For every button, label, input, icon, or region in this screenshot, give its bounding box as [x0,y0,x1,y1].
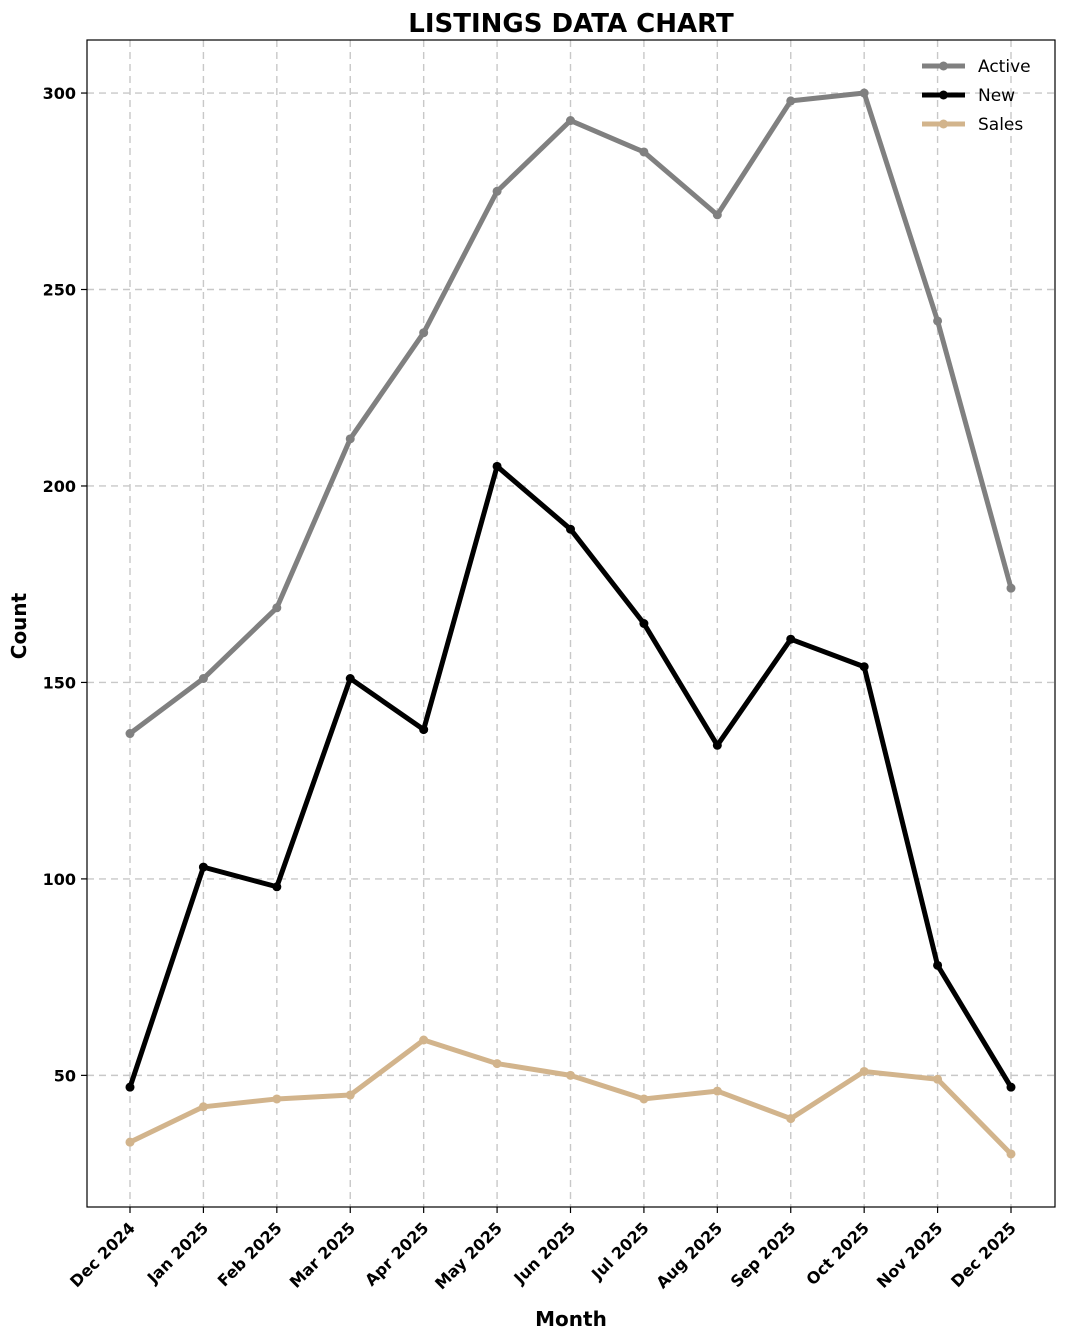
x-tick-label: Dec 2024 [66,1218,139,1291]
plot-frame [86,39,1056,1208]
data-point-sales [345,1090,355,1100]
data-point-new [712,740,722,750]
x-tick-label: Dec 2025 [947,1218,1020,1291]
data-point-active [859,88,869,98]
data-point-new [859,662,869,672]
data-point-active [786,96,796,106]
x-tick-label: Jul 2025 [587,1218,653,1284]
data-point-active [419,328,429,338]
data-point-active [712,210,722,220]
data-point-sales [1006,1149,1016,1159]
legend-item-sales: Sales [922,115,1023,135]
data-point-active [272,603,282,613]
x-tick-label: May 2025 [431,1218,506,1293]
chart-title: LISTINGS DATA CHART [408,9,734,39]
data-point-new [1006,1082,1016,1092]
data-point-new [786,634,796,644]
data-point-active [198,674,208,684]
y-tick-label: 50 [54,1066,76,1085]
data-point-new [125,1082,135,1092]
legend-marker [939,61,948,71]
data-point-active [566,116,575,126]
data-point-new [492,461,502,471]
x-tick-label: Nov 2025 [873,1218,946,1291]
data-point-active [1006,583,1016,593]
series-layer [125,88,1016,1159]
data-point-active [933,316,943,326]
data-point-sales [272,1094,282,1104]
x-tick-label: Apr 2025 [361,1218,432,1289]
y-tick-label: 250 [43,281,76,300]
y-tick-label: 200 [43,477,76,496]
y-tick-label: 150 [43,673,76,692]
x-tick-label: Sep 2025 [727,1218,800,1291]
x-tick-label: Aug 2025 [652,1218,726,1292]
y-axis: 50 100 150 200 250 300 [43,84,87,1085]
y-tick-label: 300 [43,84,76,103]
legend-item-active: Active [922,57,1031,77]
data-point-sales [712,1086,722,1096]
data-point-active [492,186,502,196]
x-axis-label: Month [535,1307,607,1331]
x-tick-label: Mar 2025 [286,1218,359,1291]
x-tick-label: Jan 2025 [143,1218,212,1287]
data-point-active [345,434,355,444]
data-point-sales [639,1094,649,1104]
grid-lines [87,40,1055,1207]
x-tick-label: Oct 2025 [802,1218,873,1289]
legend: Active New Sales [922,57,1031,135]
data-point-sales [786,1114,796,1124]
y-tick-label: 100 [43,870,76,889]
data-point-sales [859,1066,869,1076]
data-point-sales [492,1059,502,1069]
data-point-new [272,882,282,892]
legend-marker [939,90,948,100]
x-tick-label: Feb 2025 [214,1218,286,1290]
x-axis: Dec 2024 Jan 2025 Feb 2025 Mar 2025 Apr 2025… [66,1207,1020,1293]
data-point-sales [419,1035,429,1045]
data-point-new [419,725,429,735]
data-point-new [566,524,575,534]
legend-item-new: New [922,86,1015,106]
legend-label: New [978,86,1015,106]
y-axis-label: Count [7,592,31,659]
x-tick-label: Jun 2025 [509,1218,579,1288]
legend-marker [939,119,948,129]
data-point-new [198,862,208,872]
legend-label: Sales [978,115,1023,135]
data-point-new [933,960,943,970]
data-point-sales [125,1137,135,1147]
data-point-active [125,729,135,739]
legend-label: Active [978,57,1031,77]
data-point-new [345,674,355,684]
data-point-sales [933,1074,943,1084]
data-point-new [639,619,649,628]
data-point-sales [566,1070,575,1080]
data-point-sales [198,1102,208,1112]
data-point-active [639,147,649,157]
